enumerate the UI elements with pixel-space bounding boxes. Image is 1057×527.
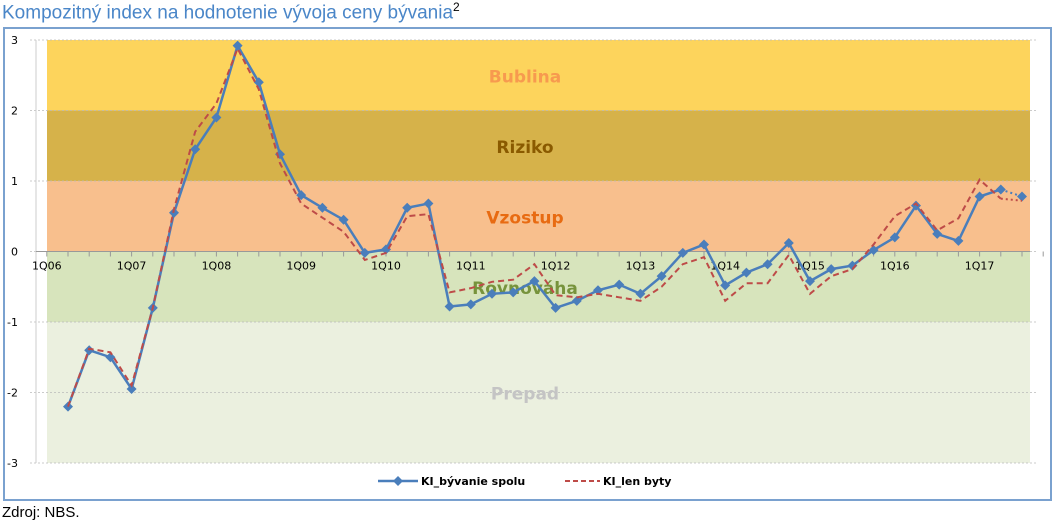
- data-point: [826, 264, 837, 275]
- x-tick-label: 1Q11: [456, 260, 486, 273]
- data-point: [253, 77, 264, 88]
- data-point: [805, 276, 815, 287]
- chart-title: Kompozitný index na hodnotenie vývoja ce…: [2, 0, 460, 24]
- data-point: [1017, 191, 1027, 202]
- title-footnote: 2: [453, 0, 460, 14]
- y-tick-label: 3: [11, 34, 18, 47]
- x-tick-label: 1Q17: [965, 260, 995, 273]
- data-point: [762, 259, 773, 270]
- series-line-projection-1: [1000, 197, 1023, 202]
- zone-1: [47, 110, 1030, 181]
- zone-label: Prepad: [491, 385, 559, 405]
- zone-label: Bublina: [489, 67, 561, 87]
- title-text: Kompozitný index na hodnotenie vývoja ce…: [2, 2, 454, 24]
- data-point: [699, 239, 709, 250]
- series-line-projection-0: [1000, 188, 1023, 198]
- data-point: [953, 235, 964, 246]
- y-tick-label: -3: [7, 457, 18, 470]
- data-point: [402, 202, 413, 213]
- data-point: [529, 276, 540, 287]
- zone-0: [47, 40, 1030, 111]
- zone-2: [47, 181, 1030, 252]
- data-point: [359, 247, 370, 258]
- data-point: [847, 260, 858, 271]
- zone-label: Vzostup: [486, 208, 563, 228]
- data-point: [465, 299, 476, 310]
- data-point: [126, 383, 137, 394]
- data-point: [571, 295, 582, 306]
- y-tick-label: 2: [11, 105, 18, 118]
- data-point: [720, 280, 731, 291]
- x-tick-label: 1Q08: [202, 260, 232, 273]
- data-point: [550, 302, 561, 313]
- data-point: [656, 271, 667, 282]
- x-tick-label: 1Q10: [371, 260, 401, 273]
- data-point: [593, 285, 603, 296]
- source-note: Zdroj: NBS.: [2, 504, 80, 521]
- data-point: [911, 200, 921, 211]
- x-tick-label: 1Q06: [32, 260, 62, 273]
- data-point: [190, 144, 201, 155]
- data-point: [868, 245, 879, 256]
- x-tick-label: 1Q12: [541, 260, 571, 273]
- data-point: [338, 214, 349, 225]
- data-point: [423, 198, 434, 209]
- chart-frame: [3, 27, 1052, 501]
- data-point: [444, 301, 455, 312]
- legend-label-1: KI_len byty: [603, 475, 671, 488]
- x-tick-label: 1Q09: [286, 260, 316, 273]
- data-point: [889, 232, 900, 243]
- series-line-1: [67, 46, 1002, 407]
- data-point: [995, 184, 1006, 195]
- data-point: [317, 202, 328, 213]
- y-tick-label: -1: [7, 316, 18, 329]
- data-point: [105, 352, 116, 363]
- data-point: [614, 279, 625, 290]
- y-tick-label: -2: [7, 387, 18, 400]
- y-tick-label: 1: [11, 175, 18, 188]
- data-point: [741, 267, 752, 278]
- legend-label-0: KI_bývanie spolu: [421, 475, 525, 488]
- data-point: [508, 287, 519, 298]
- data-point: [211, 112, 222, 123]
- x-tick-label: 1Q07: [117, 260, 147, 273]
- data-point: [974, 191, 985, 202]
- data-point: [635, 288, 646, 299]
- data-point: [783, 238, 794, 249]
- x-tick-label: 1Q16: [880, 260, 910, 273]
- data-point: [487, 288, 497, 299]
- data-point: [932, 228, 943, 239]
- zone-label: Riziko: [496, 138, 553, 158]
- x-tick-label: 1Q13: [626, 260, 656, 273]
- data-point: [232, 40, 243, 51]
- y-tick-label: 0: [11, 246, 18, 259]
- legend-marker-0: [393, 476, 403, 486]
- data-point: [677, 247, 688, 258]
